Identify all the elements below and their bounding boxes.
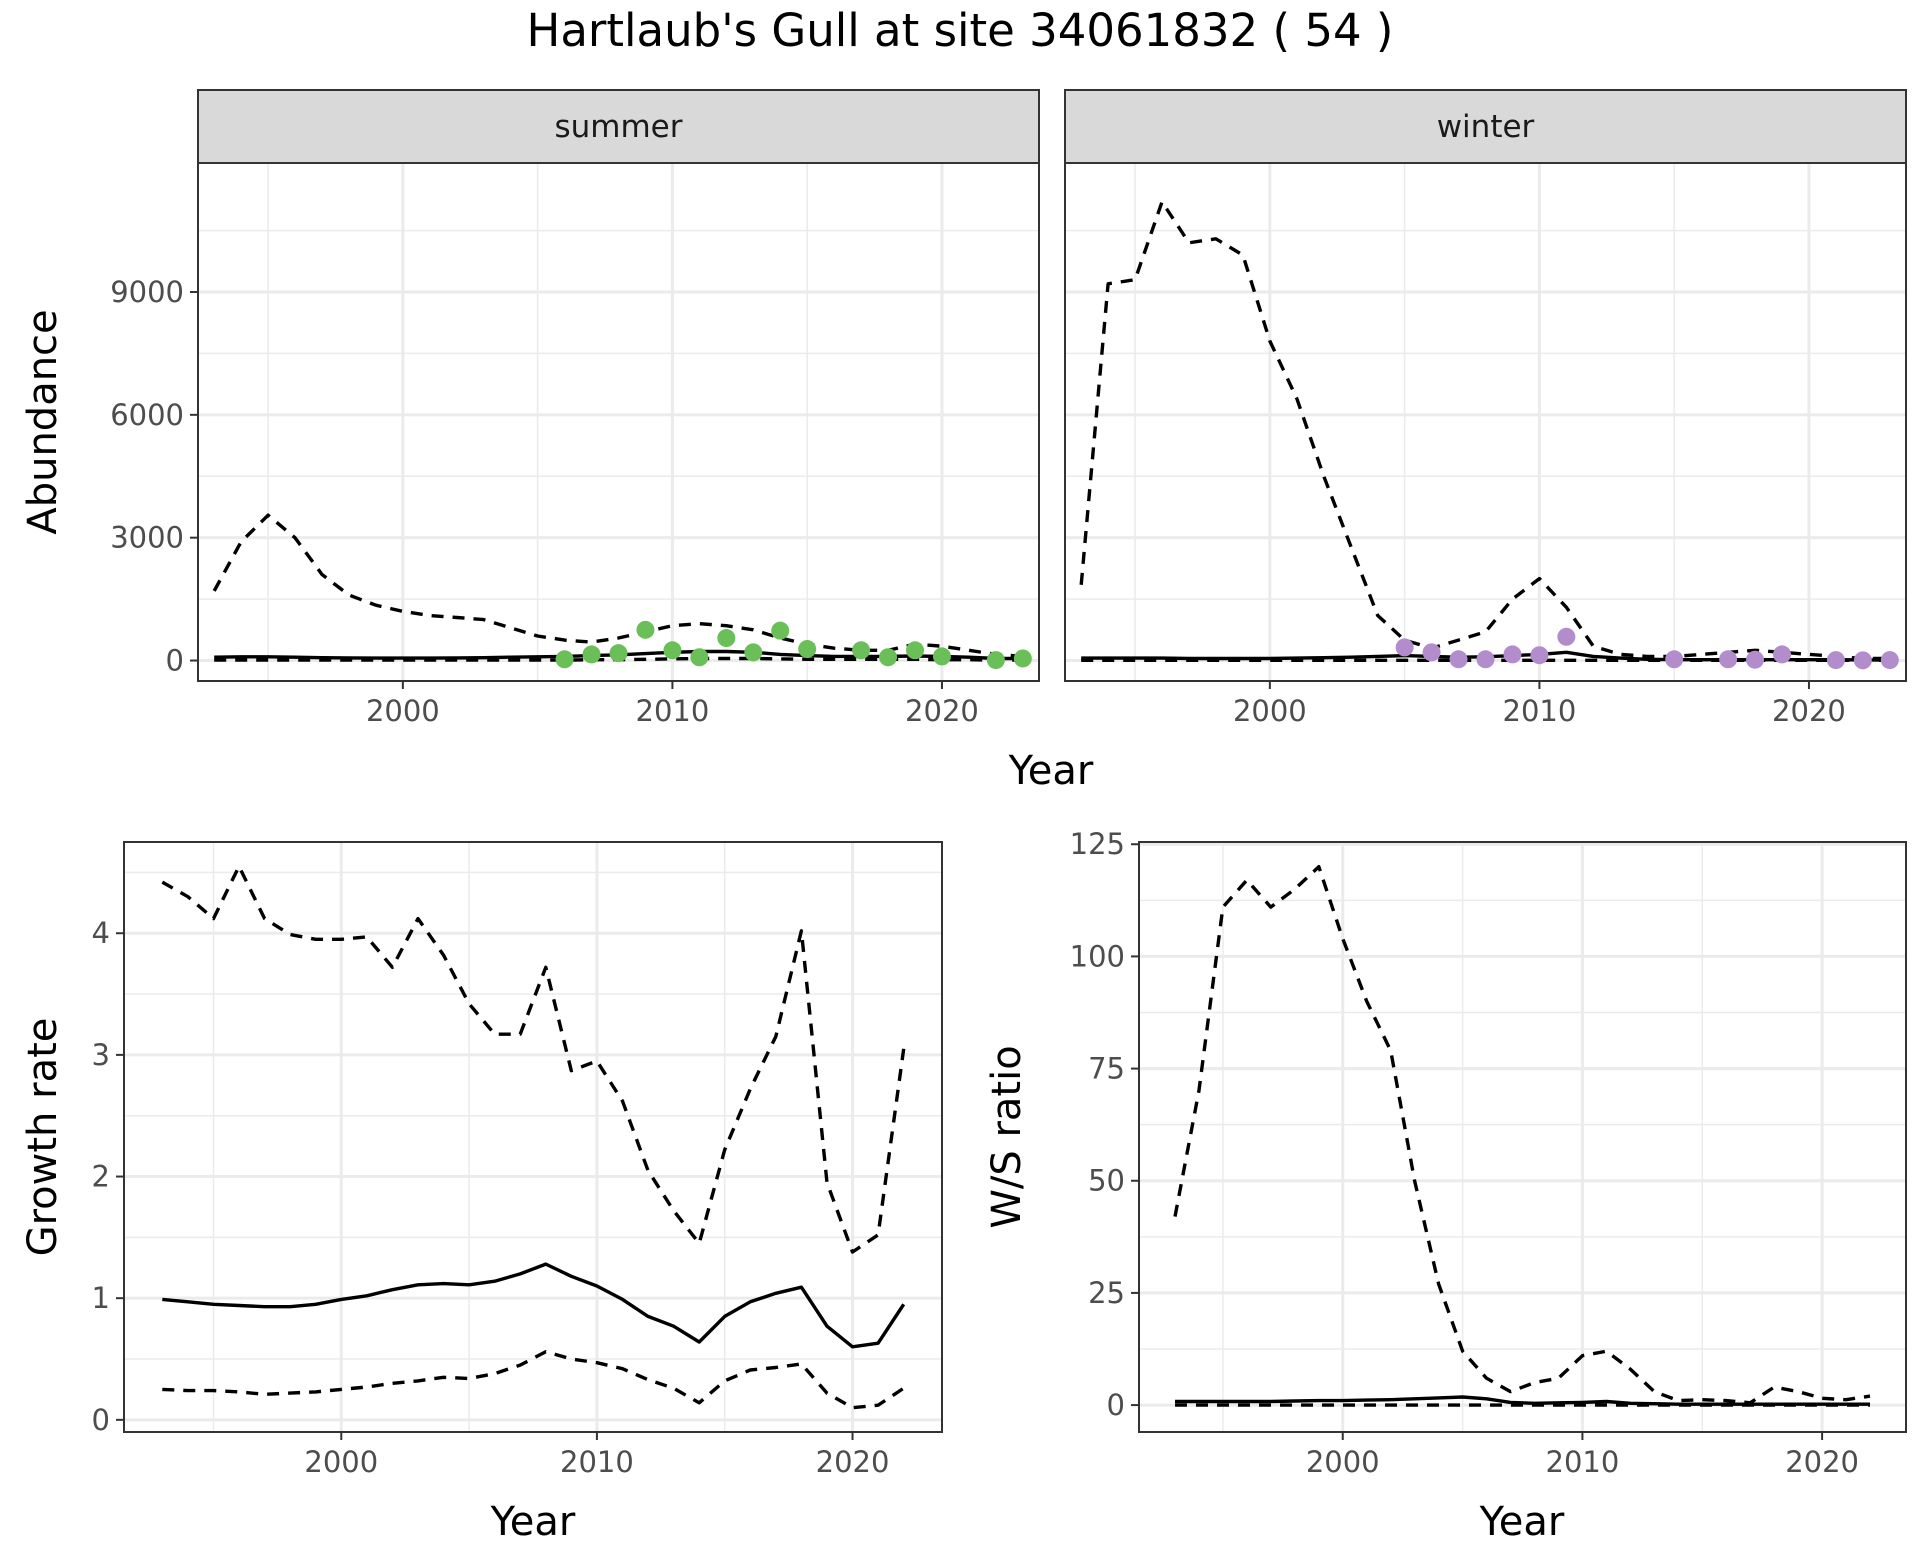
abundance-summer-x-tick-label: 2010 [636,694,710,728]
abundance-winter-point [1503,645,1522,664]
growth-panel-background [124,842,942,1432]
abundance-winter-upper-line [1079,200,1890,661]
abundance-summer-point [690,648,709,667]
abundance-winter-panel-background [1065,163,1906,681]
growth-gridlines [124,842,942,1432]
abundance-winter-strip-label: winter [1437,109,1535,145]
abundance-winter-point [1826,651,1845,670]
growth-x-tick-label: 2000 [304,1445,378,1479]
ratio-y-tick-label: 50 [1088,1164,1125,1198]
ratio-upper-line [1173,865,1871,1405]
ratio-x-tick-label: 2020 [1785,1445,1859,1479]
abundance-winter-point [1449,650,1468,669]
abundance-summer-point [852,641,871,660]
abundance-summer-point [609,644,628,663]
abundance-winter-x-tick-label: 2020 [1772,694,1846,728]
abundance-y-axis-label: Abundance [20,309,66,534]
abundance-summer-point [986,651,1005,670]
abundance-summer-point [932,647,951,666]
abundance-summer-point [798,640,817,659]
abundance-winter-point [1422,643,1441,662]
abundance-summer-point [879,648,898,667]
abundance-winter-point [1395,638,1414,657]
abundance-winter-x-tick-label: 2010 [1503,694,1577,728]
abundance-summer-strip-label: summer [554,109,682,145]
ratio-y-axis-label: W/S ratio [984,1045,1030,1228]
growth-upper-line [161,864,906,1254]
ratio-x-tick-label: 2000 [1306,1445,1380,1479]
growth-x-tick-label: 2010 [560,1445,634,1479]
growth-x-tick-label: 2020 [816,1445,890,1479]
abundance-y-tick-label: 9000 [110,275,184,309]
abundance-winter-panel-border [1064,162,1907,682]
abundance-y-tick-label: 6000 [110,398,184,432]
growth-y-tick-label: 2 [92,1160,110,1194]
abundance-x-axis-label: Year [1008,748,1094,794]
ratio-y-tick-label: 0 [1107,1388,1125,1422]
ratio-y-tick-label: 125 [1070,827,1125,861]
abundance-winter-point [1773,645,1792,664]
abundance-winter-point [1557,627,1576,646]
ratio-x-tick-label: 2010 [1546,1445,1620,1479]
abundance-summer-point [744,643,763,662]
ratio-y-tick-label: 25 [1088,1276,1125,1310]
abundance-summer-x-tick-label: 2000 [366,694,440,728]
abundance-summer-point [771,621,790,640]
abundance-summer-point [636,620,655,639]
growth-y-tick-label: 0 [92,1403,110,1437]
abundance-summer-strip [197,89,1040,164]
abundance-winter-point [1880,651,1899,670]
abundance-winter-point [1746,650,1765,669]
abundance-winter-point [1476,650,1495,669]
abundance-summer-point [717,629,736,648]
abundance-winter-point [1719,650,1738,669]
ratio-y-tick-label: 75 [1088,1052,1125,1086]
abundance-summer-point [906,641,925,660]
growth-y-tick-label: 3 [92,1038,110,1072]
abundance-winter-gridlines [1065,163,1906,681]
abundance-summer-panel-background [198,163,1039,681]
abundance-summer-x-tick-label: 2020 [905,694,979,728]
abundance-summer-point [582,645,601,664]
ratio-panel-border [1138,841,1907,1433]
growth-y-tick-label: 4 [92,916,110,950]
abundance-winter-x-tick-label: 2000 [1233,694,1307,728]
ratio-mean-line [1175,1395,1870,1406]
growth-x-axis-label: Year [490,1499,576,1545]
abundance-summer-point [663,641,682,660]
abundance-y-tick-label: 3000 [110,521,184,555]
abundance-winter-point [1665,650,1684,669]
abundance-summer-point [555,650,574,669]
growth-y-tick-label: 1 [92,1281,110,1315]
abundance-winter-point [1530,646,1549,665]
ratio-panel-background [1139,842,1906,1432]
abundance-summer-panel-border [197,162,1040,682]
growth-mean-line [162,1262,906,1349]
growth-y-axis-label: Growth rate [20,1018,66,1257]
growth-panel-border [123,841,943,1433]
abundance-summer-point [1013,649,1032,668]
abundance-winter-point [1853,651,1872,670]
ratio-y-tick-label: 100 [1070,939,1125,973]
abundance-y-tick-label: 0 [166,644,184,678]
ratio-x-axis-label: Year [1479,1499,1565,1545]
figure-title: Hartlaub's Gull at site 34061832 ( 54 ) [526,4,1394,57]
